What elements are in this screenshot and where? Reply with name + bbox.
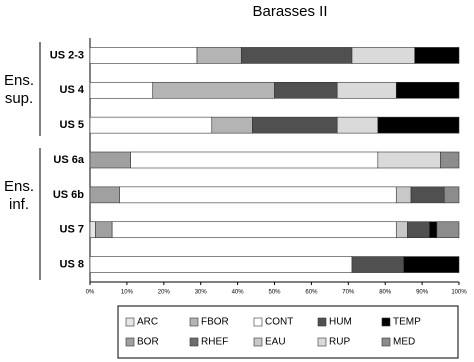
y-tick-label: US 4: [60, 84, 85, 96]
legend-swatch: [253, 337, 263, 347]
bar-segment: [395, 221, 408, 239]
legend-label: EAU: [265, 337, 286, 348]
group-label: Ens. inf.: [3, 178, 34, 213]
legend-swatch: [253, 317, 263, 327]
x-tick-label: 70%: [342, 290, 355, 296]
y-tick-label: US 6b: [53, 189, 84, 201]
bar-segment: [410, 186, 445, 204]
bar-segment: [196, 47, 242, 64]
bar-segment: [89, 81, 154, 99]
group-label: Ens. sup.: [3, 72, 34, 107]
y-tick-label: US 2-3: [50, 49, 84, 61]
x-tick-label: 80%: [379, 290, 392, 296]
bar-segment: [95, 221, 113, 239]
legend-label: CONT: [265, 317, 293, 328]
legend-swatch: [125, 317, 135, 327]
legend-label: ARC: [137, 317, 158, 328]
bar-segment: [429, 221, 438, 239]
bar-segment: [440, 151, 460, 169]
x-tick-label: 30%: [195, 290, 208, 296]
bar-segment: [443, 186, 460, 204]
bar-segment: [414, 47, 460, 64]
bar-segment: [395, 81, 460, 99]
bar-segment: [119, 186, 397, 204]
bar-segment: [111, 221, 397, 239]
bar-segment: [377, 151, 441, 169]
bar-segment: [351, 256, 404, 273]
bar-segment: [89, 186, 120, 204]
legend-swatch: [381, 317, 391, 327]
bar-segment: [89, 151, 131, 169]
bar-segment: [351, 47, 416, 64]
bar-segment: [252, 116, 338, 134]
bar-segment: [436, 221, 460, 239]
x-tick-label: 0%: [86, 290, 95, 296]
legend-label: TEMP: [393, 317, 421, 328]
legend-swatch: [317, 337, 327, 347]
bar-segment: [377, 116, 460, 134]
legend-label: RUP: [329, 337, 350, 348]
x-tick-label: 100%: [451, 290, 467, 296]
legend-swatch: [189, 317, 199, 327]
x-tick-label: 20%: [158, 290, 171, 296]
x-tick-label: 60%: [305, 290, 318, 296]
legend-swatch: [125, 337, 135, 347]
bar-segment: [395, 186, 412, 204]
legend-label: RHEF: [201, 337, 228, 348]
y-tick-label: US 8: [60, 258, 84, 270]
legend-label: HUM: [329, 317, 352, 328]
y-tick-label: US 7: [60, 224, 84, 236]
bar-segment: [407, 221, 430, 239]
legend-label: BOR: [137, 337, 159, 348]
bar-segment: [130, 151, 379, 169]
y-tick-label: US 6a: [53, 154, 84, 166]
bar-segment: [240, 47, 353, 64]
bar-segment: [336, 81, 397, 99]
bar-segment: [89, 116, 213, 134]
x-tick-label: 90%: [416, 290, 429, 296]
legend-swatch: [317, 317, 327, 327]
bar-segment: [211, 116, 253, 134]
x-tick-label: 10%: [121, 290, 134, 296]
x-tick-label: 50%: [268, 290, 281, 296]
bar-segment: [89, 47, 198, 64]
y-tick-label: US 5: [60, 119, 84, 131]
legend-label: FBOR: [201, 317, 229, 328]
legend-box: [117, 305, 459, 359]
x-tick-label: 40%: [232, 290, 245, 296]
bar-segment: [274, 81, 338, 99]
bar-segment: [336, 116, 379, 134]
bar-segment: [152, 81, 275, 99]
bar-segment: [89, 256, 353, 273]
legend-label: MED: [393, 337, 415, 348]
chart-title: Barasses II: [252, 3, 327, 20]
bar-segment: [89, 221, 96, 239]
bar-segment: [403, 256, 460, 273]
legend-swatch: [381, 337, 391, 347]
legend-swatch: [189, 337, 199, 347]
